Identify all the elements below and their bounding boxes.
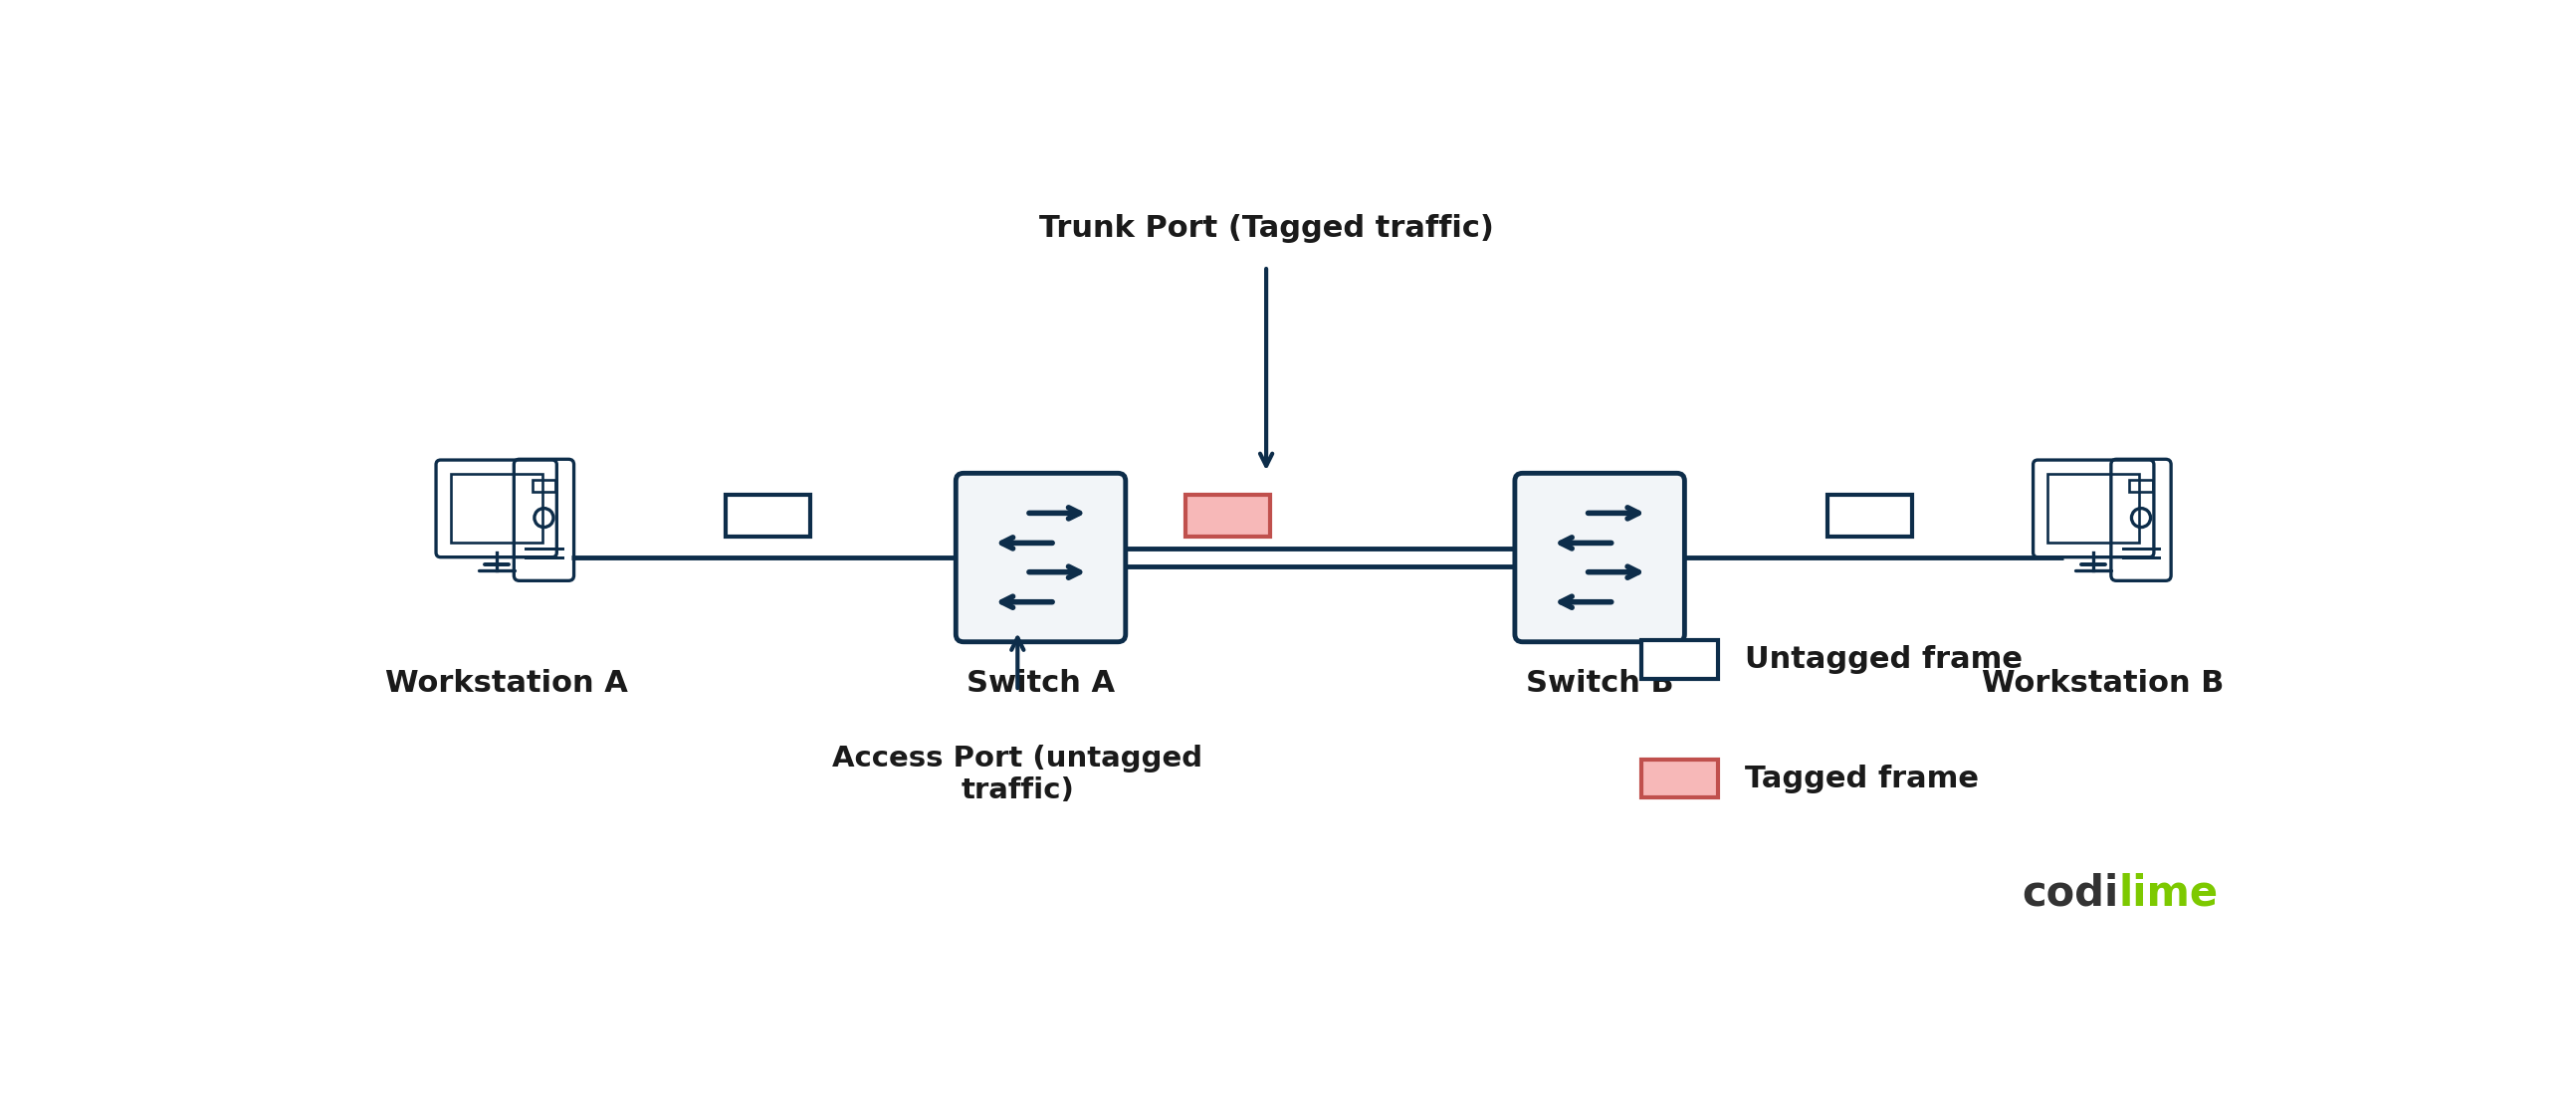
Text: Tagged frame: Tagged frame: [1744, 764, 1978, 793]
FancyBboxPatch shape: [1641, 640, 1718, 679]
Text: Switch B: Switch B: [1525, 669, 1674, 698]
FancyBboxPatch shape: [1515, 474, 1685, 641]
Text: Untagged frame: Untagged frame: [1744, 645, 2022, 673]
FancyBboxPatch shape: [1826, 495, 1911, 537]
Text: Trunk Port (Tagged traffic): Trunk Port (Tagged traffic): [1038, 214, 1494, 243]
FancyBboxPatch shape: [1185, 495, 1270, 537]
Text: Workstation B: Workstation B: [1981, 669, 2226, 698]
FancyBboxPatch shape: [726, 495, 809, 537]
Text: codi: codi: [2022, 873, 2117, 914]
Text: lime: lime: [2117, 873, 2218, 914]
FancyBboxPatch shape: [956, 474, 1126, 641]
Text: Workstation A: Workstation A: [384, 669, 629, 698]
Text: Access Port (untagged
traffic): Access Port (untagged traffic): [832, 744, 1203, 805]
FancyBboxPatch shape: [1641, 760, 1718, 798]
Text: Switch A: Switch A: [966, 669, 1115, 698]
